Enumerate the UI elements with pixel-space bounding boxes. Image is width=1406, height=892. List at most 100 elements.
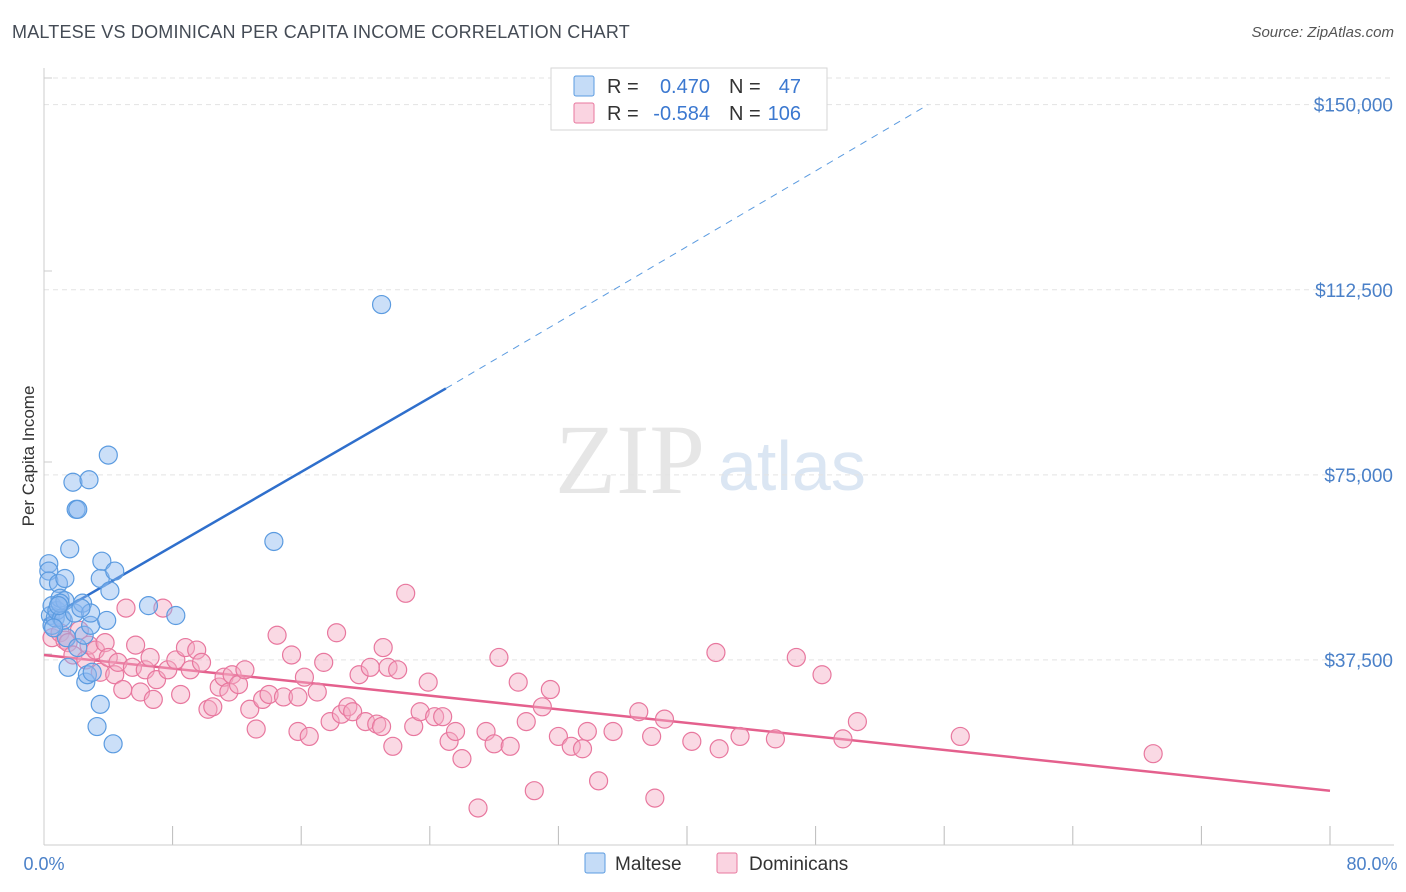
dominicans-point bbox=[540, 679, 560, 700]
maltese-point bbox=[45, 608, 65, 628]
dominicans-point bbox=[730, 726, 750, 747]
maltese-point bbox=[82, 662, 102, 682]
maltese-point bbox=[81, 603, 101, 623]
dominicans-point bbox=[418, 672, 438, 692]
dominicans-point bbox=[950, 726, 970, 747]
dominicans-point bbox=[410, 702, 430, 722]
dominicans-point bbox=[320, 712, 340, 732]
dominicans-point bbox=[273, 687, 294, 707]
maltese-point bbox=[79, 470, 99, 490]
dominicans-point bbox=[812, 665, 832, 685]
dominicans-point bbox=[105, 665, 125, 685]
y-tick-label: $112,500 bbox=[1315, 281, 1393, 302]
dominicans-point bbox=[445, 721, 466, 742]
series-legend: Maltese Dominicans bbox=[584, 852, 848, 875]
dominicans-point bbox=[489, 647, 509, 668]
chart-title: MALTESE VS DOMINICAN PER CAPITA INCOME C… bbox=[12, 22, 630, 42]
dominicans-point bbox=[603, 721, 623, 742]
maltese-trendline-extension bbox=[445, 104, 929, 389]
legend-box bbox=[550, 67, 828, 131]
dominicans-point bbox=[577, 721, 597, 742]
dominicans-point bbox=[343, 702, 363, 722]
dominicans-point bbox=[116, 598, 136, 618]
dominicans-point bbox=[187, 640, 207, 660]
dominicans-point bbox=[1143, 744, 1163, 764]
dominicans-point bbox=[158, 660, 178, 680]
legend-swatch-maltese bbox=[573, 75, 595, 97]
maltese-point bbox=[98, 445, 118, 465]
maltese-point bbox=[100, 581, 120, 601]
dominicans-trendline bbox=[43, 653, 1331, 792]
dominicans-point bbox=[425, 707, 445, 727]
dominicans-point bbox=[706, 642, 726, 663]
dominicans-point bbox=[267, 625, 287, 645]
dominicans-point bbox=[786, 647, 806, 668]
maltese-point bbox=[64, 603, 85, 623]
dominicans-point bbox=[246, 719, 266, 739]
maltese-points bbox=[39, 294, 392, 754]
grid bbox=[43, 77, 1394, 845]
dominicans-point bbox=[240, 699, 260, 719]
dominicans-point bbox=[171, 684, 191, 705]
dominicans-point bbox=[326, 623, 347, 643]
maltese-point bbox=[97, 610, 117, 631]
dominicans-point bbox=[175, 637, 196, 658]
dominicans-point bbox=[235, 660, 255, 680]
dominicans-point bbox=[349, 665, 369, 685]
maltese-point bbox=[48, 573, 69, 594]
dominicans-point bbox=[79, 635, 99, 655]
dominicans-point bbox=[642, 726, 662, 747]
watermark-atlas: atlas bbox=[718, 427, 866, 505]
dominicans-point bbox=[331, 704, 351, 724]
y-tick-label: $150,000 bbox=[1314, 96, 1393, 117]
legend-r-label-maltese: R = bbox=[607, 76, 639, 98]
legend-n-label-dominicans: N = bbox=[729, 103, 761, 125]
dominicans-point bbox=[113, 679, 133, 700]
dominicans-point bbox=[294, 667, 315, 687]
dominicans-point bbox=[833, 729, 853, 749]
maltese-point bbox=[68, 637, 88, 658]
dominicans-point bbox=[654, 709, 675, 729]
dominicans-point bbox=[561, 736, 581, 756]
dominicans-point bbox=[299, 726, 319, 747]
dominicans-point bbox=[98, 647, 118, 668]
dominicans-point bbox=[682, 731, 702, 751]
dominicans-point bbox=[373, 637, 393, 658]
dominicans-point bbox=[259, 684, 279, 705]
dominicans-point bbox=[360, 657, 380, 677]
dominicans-point bbox=[388, 660, 408, 680]
maltese-point bbox=[68, 499, 88, 519]
dominicans-point bbox=[508, 672, 528, 692]
dominicans-point bbox=[709, 739, 729, 759]
dominicans-point bbox=[209, 677, 229, 697]
maltese-point bbox=[60, 539, 80, 559]
y-tick-label: $37,500 bbox=[1324, 651, 1393, 672]
legend-r-value-maltese: 0.470 bbox=[660, 76, 710, 98]
dominicans-point bbox=[180, 660, 200, 680]
legend-n-value-maltese: 47 bbox=[779, 76, 801, 98]
maltese-point bbox=[48, 596, 69, 616]
y-tick-label: $75,000 bbox=[1324, 466, 1393, 487]
dominicans-point bbox=[253, 689, 273, 710]
dominicans-point bbox=[307, 682, 327, 702]
dominicans-point bbox=[288, 721, 308, 742]
maltese-point bbox=[87, 716, 107, 737]
source-label: Source: ZipAtlas.com bbox=[1251, 24, 1394, 41]
x-tick-label-min: 0.0% bbox=[23, 854, 64, 874]
maltese-point bbox=[58, 657, 78, 677]
maltese-point bbox=[138, 596, 159, 616]
dominicans-point bbox=[222, 665, 242, 685]
bottom-legend-label-dominicans: Dominicans bbox=[749, 854, 848, 875]
dominicans-point bbox=[396, 583, 416, 603]
maltese-point bbox=[55, 568, 75, 589]
dominicans-point bbox=[95, 633, 115, 653]
maltese-point bbox=[44, 618, 64, 638]
legend-n-label-maltese: N = bbox=[729, 76, 761, 98]
dominicans-point bbox=[532, 697, 552, 717]
dominicans-point bbox=[108, 652, 128, 672]
dominicans-point bbox=[572, 739, 593, 759]
dominicans-point bbox=[765, 729, 786, 749]
dominicans-point bbox=[439, 731, 459, 751]
maltese-point bbox=[92, 551, 112, 571]
x-tick-label-max: 80.0% bbox=[1346, 854, 1397, 874]
